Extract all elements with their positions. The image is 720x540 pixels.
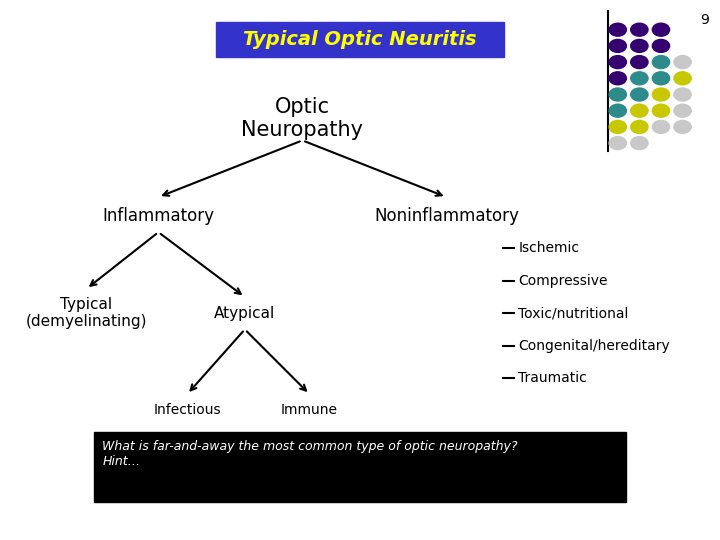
Circle shape bbox=[609, 137, 626, 150]
Text: Typical
(demyelinating): Typical (demyelinating) bbox=[26, 297, 147, 329]
Circle shape bbox=[674, 72, 691, 85]
Circle shape bbox=[609, 104, 626, 117]
Circle shape bbox=[631, 39, 648, 52]
Text: Infectious: Infectious bbox=[153, 403, 221, 417]
Circle shape bbox=[609, 120, 626, 133]
Circle shape bbox=[631, 104, 648, 117]
Bar bbox=[216, 22, 504, 57]
Circle shape bbox=[652, 72, 670, 85]
Circle shape bbox=[631, 72, 648, 85]
Circle shape bbox=[609, 88, 626, 101]
Text: Typical Optic Neuritis: Typical Optic Neuritis bbox=[243, 30, 477, 49]
Text: Optic
Neuropathy: Optic Neuropathy bbox=[241, 97, 364, 140]
Circle shape bbox=[652, 23, 670, 36]
Text: Compressive: Compressive bbox=[518, 274, 608, 288]
Circle shape bbox=[674, 120, 691, 133]
Circle shape bbox=[631, 137, 648, 150]
Circle shape bbox=[652, 104, 670, 117]
Text: Inflammatory: Inflammatory bbox=[102, 207, 215, 225]
Circle shape bbox=[609, 56, 626, 69]
Circle shape bbox=[631, 23, 648, 36]
Text: Toxic/nutritional: Toxic/nutritional bbox=[518, 306, 629, 320]
Text: Atypical: Atypical bbox=[214, 306, 276, 321]
Circle shape bbox=[652, 120, 670, 133]
Text: Ischemic: Ischemic bbox=[518, 241, 580, 255]
Circle shape bbox=[652, 56, 670, 69]
Text: 9: 9 bbox=[701, 14, 709, 28]
Circle shape bbox=[631, 120, 648, 133]
Circle shape bbox=[674, 56, 691, 69]
Circle shape bbox=[631, 88, 648, 101]
Circle shape bbox=[631, 56, 648, 69]
Text: Congenital/hereditary: Congenital/hereditary bbox=[518, 339, 670, 353]
Bar bbox=[94, 432, 626, 502]
Circle shape bbox=[609, 23, 626, 36]
Circle shape bbox=[652, 39, 670, 52]
Circle shape bbox=[674, 88, 691, 101]
Text: Immune: Immune bbox=[281, 403, 338, 417]
Text: Traumatic: Traumatic bbox=[518, 371, 587, 385]
Circle shape bbox=[609, 39, 626, 52]
Text: Noninflammatory: Noninflammatory bbox=[374, 207, 519, 225]
Circle shape bbox=[652, 88, 670, 101]
Circle shape bbox=[674, 104, 691, 117]
Circle shape bbox=[609, 72, 626, 85]
Text: What is far-and-away the most common type of optic neuropathy?
Hint…: What is far-and-away the most common typ… bbox=[102, 440, 518, 468]
